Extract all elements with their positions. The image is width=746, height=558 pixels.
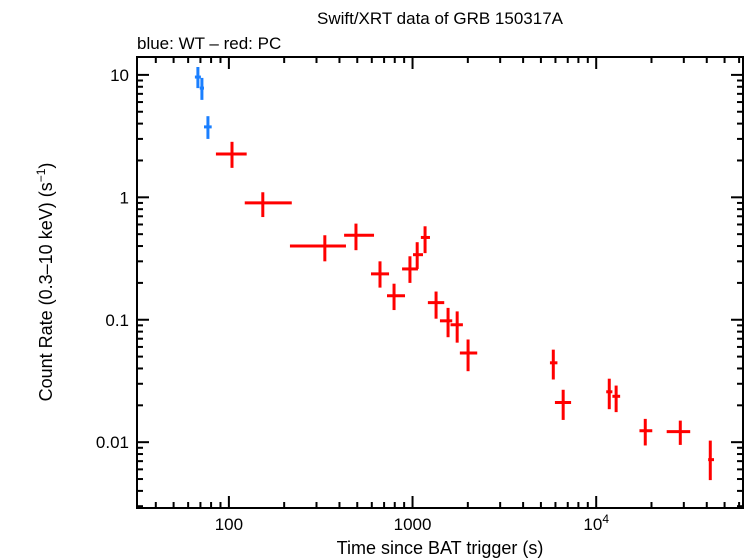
y-axis-label-end: ) <box>36 163 56 169</box>
chart-title: Swift/XRT data of GRB 150317A <box>317 9 564 28</box>
data-point-pc <box>549 349 558 380</box>
data-point-pc <box>427 291 445 319</box>
data-point-pc <box>420 226 430 254</box>
chart-subtitle: blue: WT – red: PC <box>137 34 281 53</box>
x-axis-label: Time since BAT trigger (s) <box>337 538 544 558</box>
data-point-pc <box>387 283 406 311</box>
data-point-pc <box>639 418 653 446</box>
data-point-pc <box>244 192 292 218</box>
data-point-pc <box>606 378 613 410</box>
y-tick-label: 0.01 <box>96 433 129 452</box>
data-point-pc <box>708 440 715 481</box>
data-point-pc <box>402 256 418 283</box>
data-point-wt <box>204 116 212 139</box>
y-axis-label-sup: −1 <box>34 168 48 182</box>
data-point-pc <box>413 242 423 269</box>
y-tick-label: 0.1 <box>105 311 129 330</box>
y-axis-label: Count Rate (0.3–10 keV) (s−1) <box>34 163 56 402</box>
data-point-pc <box>459 339 478 372</box>
data-point-pc <box>215 141 247 168</box>
data-point-pc <box>450 311 463 343</box>
y-tick-label: 10 <box>110 66 129 85</box>
data-point-pc <box>666 420 691 445</box>
data-point-pc <box>554 389 572 420</box>
x-tick-label-text: 100 <box>215 515 243 534</box>
plot-frame <box>136 56 744 509</box>
data-point-pc <box>370 261 390 288</box>
data-point-wt <box>199 77 205 100</box>
x-tick-label-text: 10 <box>583 515 602 534</box>
x-tick-label: 104 <box>583 512 609 534</box>
data-point-pc <box>344 223 375 251</box>
data-point-pc <box>612 385 621 413</box>
data-point-pc <box>289 235 346 262</box>
y-tick-label: 1 <box>120 188 129 207</box>
y-axis-label-main: Count Rate (0.3–10 keV) (s <box>36 182 56 401</box>
x-tick-label: 100 <box>215 515 243 534</box>
x-tick-label-text: 1000 <box>394 515 432 534</box>
data-point-wt <box>194 66 201 89</box>
data-point-pc <box>439 307 453 338</box>
x-tick-label: 1000 <box>394 515 432 534</box>
x-tick-label-sup: 4 <box>602 512 609 526</box>
